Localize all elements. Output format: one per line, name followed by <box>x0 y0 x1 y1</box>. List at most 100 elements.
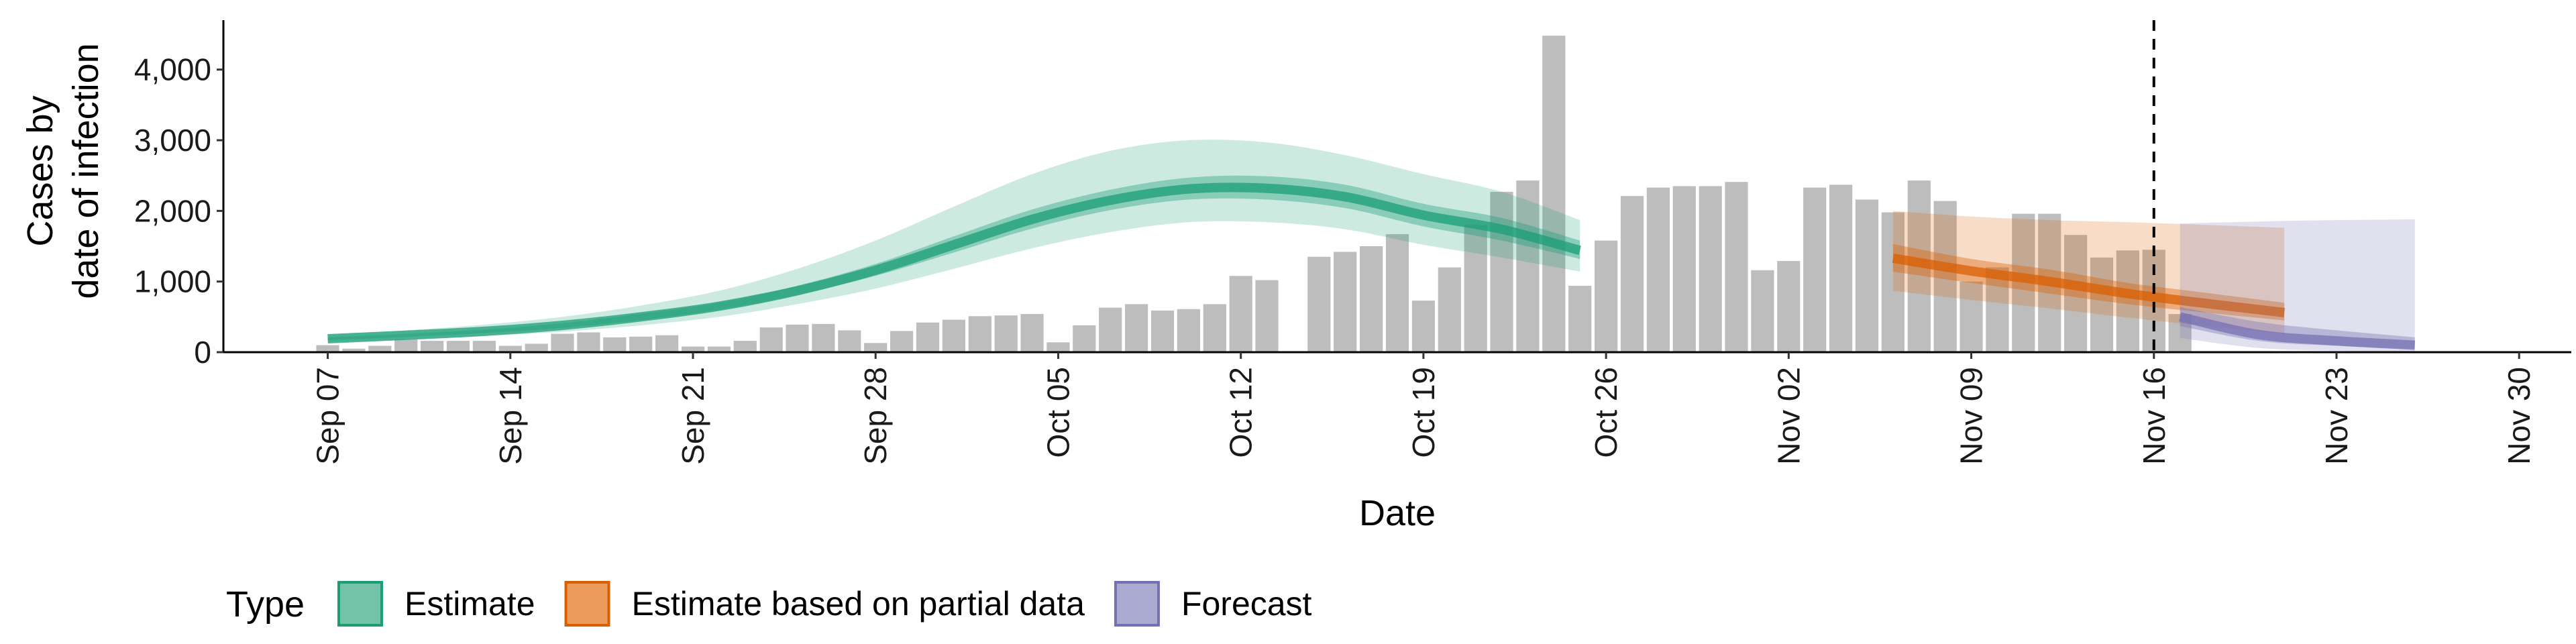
bar <box>838 330 861 352</box>
bar <box>1855 199 1879 352</box>
bar <box>2090 257 2114 352</box>
bar <box>1334 252 1357 352</box>
bar <box>1438 267 1461 352</box>
median-line <box>2179 312 2416 350</box>
x-tick-label: Sep 14 <box>493 367 528 465</box>
bar <box>1046 342 1070 352</box>
bar <box>1360 246 1383 352</box>
band-outer <box>2180 219 2415 352</box>
bar <box>1099 307 1122 352</box>
legend: Type Estimate Estimate based on partial da… <box>226 581 1312 627</box>
bar <box>316 345 339 352</box>
bar <box>472 341 496 352</box>
legend-title: Type <box>226 584 305 625</box>
bands-layer <box>327 140 2416 352</box>
bar <box>603 337 627 352</box>
bar <box>551 333 574 352</box>
bar <box>1490 191 1513 352</box>
bar <box>681 346 705 352</box>
bar <box>786 324 809 352</box>
median-line <box>1892 253 2286 317</box>
x-tick-label: Nov 30 <box>2502 367 2536 465</box>
x-tick-label: Nov 09 <box>1954 367 1989 465</box>
bar <box>446 341 470 352</box>
bar <box>498 345 522 352</box>
bar <box>1568 286 1592 352</box>
bar <box>916 322 940 352</box>
x-tick-label: Nov 16 <box>2137 367 2171 465</box>
bar <box>525 343 548 352</box>
legend-label: Forecast <box>1181 585 1312 623</box>
bar <box>1986 267 2009 352</box>
bar <box>1125 304 1148 352</box>
bar <box>1725 182 1748 352</box>
bar <box>759 327 783 352</box>
bar <box>942 319 965 352</box>
x-tick-label: Oct 19 <box>1406 367 1441 458</box>
bar <box>1203 304 1226 352</box>
bar <box>1646 187 1670 352</box>
bar <box>1150 310 1175 352</box>
bar <box>1020 314 1044 352</box>
y-tick-label: 4,000 <box>134 52 211 87</box>
bar <box>2064 235 2088 352</box>
bar <box>1933 201 1957 352</box>
bar <box>1411 301 1435 352</box>
bar <box>394 339 418 352</box>
x-tick-label: Nov 02 <box>1771 367 1806 465</box>
x-tick-label: Oct 05 <box>1040 367 1075 458</box>
x-tick-label: Oct 12 <box>1224 367 1258 458</box>
bar <box>1229 276 1252 352</box>
bar <box>733 341 757 352</box>
bar <box>1672 186 1696 352</box>
bar <box>655 335 679 352</box>
bar <box>1881 212 1904 352</box>
legend-label: Estimate <box>405 585 535 623</box>
bar <box>994 315 1018 352</box>
bar <box>2116 250 2139 352</box>
y-tick-label: 1,000 <box>134 264 211 299</box>
bar <box>812 323 835 352</box>
bar <box>864 343 888 352</box>
bar <box>890 331 914 352</box>
bar <box>1751 270 1774 352</box>
bar <box>1960 281 1983 352</box>
x-axis-title: Date <box>1359 493 1436 533</box>
bar <box>1595 240 1618 352</box>
bar <box>1307 256 1331 352</box>
legend-label: Estimate based on partial data <box>632 585 1085 623</box>
median-line <box>327 182 1582 343</box>
x-tick-label: Oct 26 <box>1589 367 1623 458</box>
bar <box>1620 196 1644 352</box>
x-tick-label: Sep 07 <box>311 367 345 465</box>
bar <box>1464 225 1487 352</box>
bar <box>629 336 653 352</box>
bar <box>968 316 991 352</box>
bar <box>1385 234 1409 352</box>
y-axis-title-line-1: Cases by <box>20 95 60 246</box>
y-axis-title: Cases by date of infection <box>20 43 106 299</box>
x-tick-label: Nov 23 <box>2319 367 2354 465</box>
bars-layer <box>316 36 2192 352</box>
bar <box>1777 261 1801 352</box>
x-tick-label: Sep 21 <box>676 367 710 465</box>
y-axis-title-line-2: date of infection <box>66 43 106 299</box>
bar <box>421 341 444 352</box>
bar <box>577 332 600 352</box>
bar <box>1255 280 1279 352</box>
bar <box>342 348 366 352</box>
bar <box>1829 184 1853 352</box>
bar <box>1542 36 1566 352</box>
y-tick-label: 0 <box>194 335 211 370</box>
legend-swatch <box>564 581 610 627</box>
bar <box>1177 309 1200 352</box>
bar <box>1699 186 1722 352</box>
y-tick-label: 2,000 <box>134 193 211 228</box>
x-tick-label: Sep 28 <box>858 367 893 465</box>
bar <box>1073 325 1096 352</box>
legend-swatch <box>337 581 383 627</box>
bar <box>1516 180 1540 352</box>
bar <box>368 345 392 352</box>
axes-layer: 0 1,000 2,000 3,000 4,000 Sep 07 Sep 14 Sep 21 S… <box>134 20 2571 465</box>
